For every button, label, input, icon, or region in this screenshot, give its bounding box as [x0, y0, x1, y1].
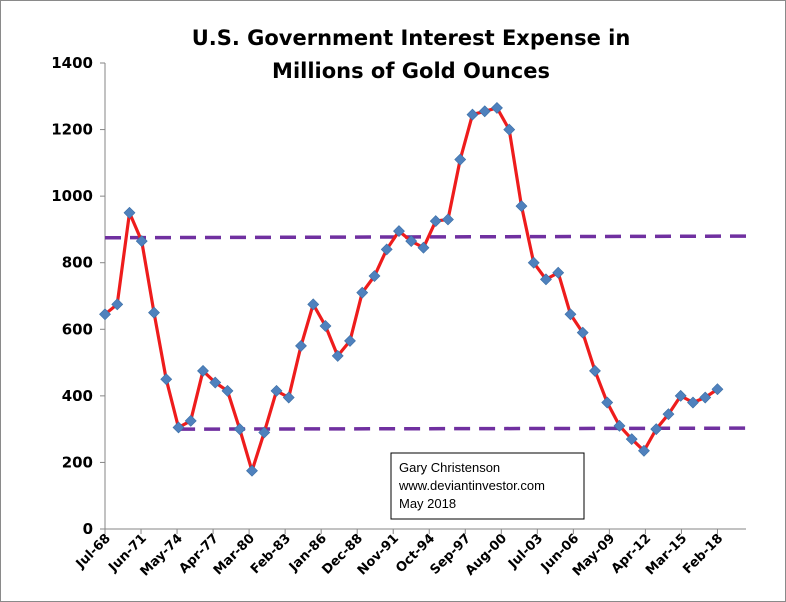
x-tick-label: Feb-83: [248, 531, 294, 577]
data-point: [172, 421, 185, 434]
data-point: [233, 423, 246, 436]
data-point: [540, 273, 552, 286]
data-point: [246, 464, 258, 477]
data-point: [552, 266, 565, 279]
y-tick-label: 1000: [51, 187, 93, 205]
data-point: [417, 241, 430, 254]
data-point: [344, 335, 356, 347]
data-point: [197, 364, 209, 377]
annotation-website: www.deviantinvestor.com: [398, 478, 545, 493]
data-point: [442, 213, 454, 226]
data-point: [111, 298, 124, 311]
data-point: [221, 384, 234, 397]
data-point: [209, 376, 222, 389]
y-tick-label: 800: [62, 254, 93, 272]
reference-line-2: [179, 426, 747, 431]
data-point: [368, 270, 381, 282]
annotation-box: Gary Christenson www.deviantinvestor.com…: [390, 452, 585, 520]
data-point: [454, 153, 467, 166]
y-axis: 0 200 400 600 800 1000 1200 1400: [51, 54, 106, 538]
data-point: [478, 105, 491, 118]
data-point: [270, 384, 283, 397]
chart-title-line2: Millions of Gold Ounces: [272, 59, 550, 83]
data-point: [576, 326, 589, 339]
x-axis: Jul-68Jun-71May-74Apr-77Mar-80Feb-83Jan-…: [73, 528, 746, 580]
annotation-author: Gary Christenson: [399, 460, 500, 475]
annotation-date: May 2018: [399, 496, 456, 511]
data-point: [331, 349, 344, 362]
data-series: [99, 102, 724, 477]
data-point: [625, 433, 638, 446]
y-tick-label: 200: [62, 453, 93, 471]
reference-line-1: [104, 234, 747, 240]
data-point: [405, 235, 418, 248]
data-point: [699, 391, 712, 404]
data-point: [393, 225, 405, 238]
y-tick-label: 0: [83, 520, 93, 538]
data-point: [601, 396, 614, 409]
data-point: [515, 200, 528, 213]
data-point: [258, 426, 271, 439]
data-point: [466, 108, 479, 121]
data-point: [282, 391, 295, 404]
y-tick-label: 1400: [51, 54, 93, 72]
series-line: [103, 106, 719, 473]
data-point: [687, 396, 699, 409]
data-point: [613, 419, 626, 432]
y-tick-label: 1200: [51, 121, 93, 139]
data-point: [638, 444, 650, 457]
data-point: [491, 102, 503, 114]
reference-lines: [104, 234, 747, 431]
data-point: [527, 256, 540, 269]
data-point: [135, 235, 148, 248]
data-point: [160, 373, 173, 386]
data-point: [711, 383, 724, 396]
data-point: [307, 298, 320, 311]
data-point: [650, 423, 663, 436]
data-point: [564, 308, 577, 321]
data-point: [99, 308, 111, 321]
data-point: [184, 414, 197, 427]
data-point: [319, 320, 332, 332]
data-point: [356, 286, 369, 299]
data-point: [589, 364, 601, 377]
data-point: [295, 340, 307, 352]
data-point: [429, 215, 442, 228]
y-tick-label: 600: [62, 320, 93, 338]
data-point: [380, 243, 393, 256]
data-point: [674, 389, 687, 402]
data-point: [662, 408, 675, 421]
data-point: [123, 206, 136, 219]
data-point: [148, 306, 160, 319]
x-tick-label: Feb-18: [680, 531, 726, 577]
data-point: [503, 123, 516, 136]
y-tick-label: 400: [62, 387, 93, 405]
chart-title-line1: U.S. Government Interest Expense in: [192, 26, 631, 50]
annotation-border: [390, 452, 585, 520]
